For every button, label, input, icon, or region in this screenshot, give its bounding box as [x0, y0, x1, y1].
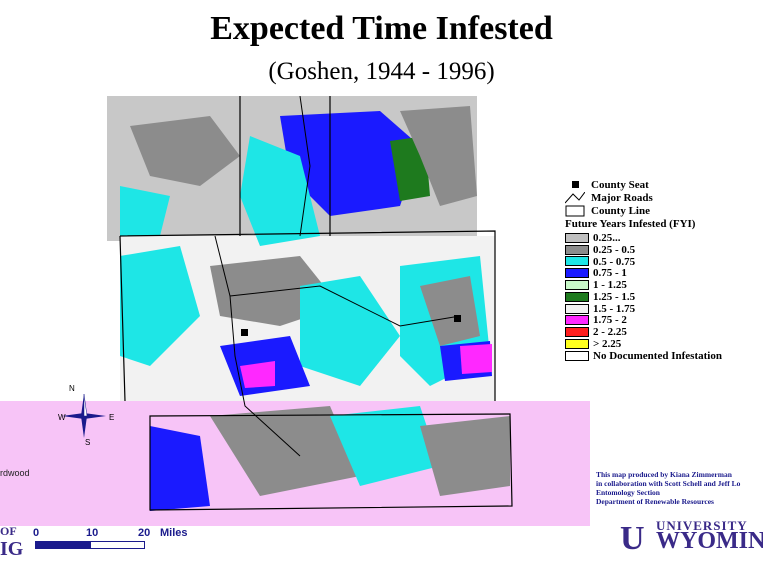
- edge-label: rdwood: [0, 468, 30, 478]
- patch-cyan-mid2: [300, 276, 400, 386]
- legend-class-item: > 2.25: [565, 338, 760, 350]
- county-seat-icon: [565, 179, 585, 191]
- patch-grey-east: [420, 276, 480, 346]
- legend-class-label: 1.5 - 1.75: [593, 302, 636, 315]
- patch-grey-north: [130, 116, 240, 186]
- scale-bar: 0 10 20 Miles: [0, 527, 220, 557]
- scale-tick-10: 10: [86, 527, 99, 539]
- compass-w: W: [58, 413, 66, 422]
- legend-swatch: [565, 256, 589, 267]
- legend-class-label: 1 - 1.25: [593, 279, 627, 292]
- patch-cyan-south: [330, 406, 440, 486]
- patch-magenta-mid: [240, 361, 275, 388]
- scale-tick-20: 20: [138, 527, 151, 539]
- legend-class-item: 1.5 - 1.75: [565, 303, 760, 315]
- map-subtitle: (Goshen, 1944 - 1996): [268, 58, 495, 85]
- map-title: Expected Time Infested: [210, 10, 553, 47]
- legend-swatch: [565, 280, 589, 291]
- legend-heading: Future Years Infested (FYI): [565, 218, 696, 230]
- logo-u: U: [620, 520, 645, 557]
- legend-swatch: [565, 232, 589, 243]
- legend-class-label: 0.25...: [593, 231, 621, 244]
- legend-class-item: 0.25 - 0.5: [565, 244, 760, 256]
- legend-swatch: [565, 327, 589, 338]
- legend-class-item: 2 - 2.25: [565, 326, 760, 338]
- legend-class-label: 0.5 - 0.75: [593, 255, 636, 268]
- legend-swatch: [565, 291, 589, 302]
- major-road: [214, 96, 461, 457]
- university-logo: U UNIVERSITY WYOMIN: [620, 518, 763, 557]
- legend-county-line: County Line: [565, 204, 760, 217]
- county-line: [119, 96, 513, 511]
- compass-s: S: [85, 438, 91, 447]
- legend-class-item: No Documented Infestation: [565, 350, 760, 362]
- legend-class-item: 1.75 - 2: [565, 314, 760, 327]
- patch-grey-south2: [420, 416, 510, 496]
- patch-grey-north2: [400, 106, 477, 206]
- edge-cut-text-2: IG: [0, 538, 24, 560]
- legend-class-label: No Documented Infestation: [593, 349, 722, 362]
- legend-class-item: 0.5 - 0.75: [565, 256, 760, 268]
- legend-swatch: [565, 303, 589, 314]
- map-credit: This map produced by Kiana Zimmerman in …: [596, 470, 741, 506]
- legend-swatch: [565, 339, 589, 350]
- scale-bar-graphic: [35, 541, 145, 549]
- infestation-map: [0, 96, 590, 526]
- legend-swatch: [565, 315, 589, 326]
- legend-class-label: 1.75 - 2: [593, 314, 627, 327]
- patch-cyan-north: [240, 136, 320, 246]
- legend-county-seat: County Seat: [565, 178, 760, 191]
- legend-class-label: 1.25 - 1.5: [593, 290, 636, 303]
- map-legend: County Seat Major Roads County Line Futu…: [564, 178, 760, 362]
- legend-swatch: [565, 268, 589, 279]
- patch-cyan-north2: [120, 186, 170, 236]
- road-icon: [564, 191, 586, 204]
- legend-class-label: 2 - 2.25: [593, 326, 627, 339]
- compass-n: N: [69, 384, 75, 393]
- legend-class-item: 1.25 - 1.5: [565, 291, 760, 303]
- logo-wyoming: WYOMIN: [656, 528, 763, 554]
- scale-tick-0: 0: [33, 527, 40, 539]
- legend-swatch: [565, 350, 589, 361]
- legend-swatch: [565, 244, 589, 255]
- legend-class-item: 1 - 1.25: [565, 279, 760, 291]
- edge-cut-text-1: OF: [0, 524, 17, 538]
- county-line-icon: [565, 205, 585, 217]
- north-arrow: N W E S: [56, 384, 115, 448]
- legend-class-item: 0.75 - 1: [565, 267, 760, 279]
- scale-unit: Miles: [160, 527, 188, 539]
- patch-grey-south: [210, 406, 360, 496]
- compass-rose-icon: [62, 393, 106, 438]
- patch-cyan-mid1: [120, 246, 200, 366]
- county-seat-marker: [454, 315, 461, 322]
- legend-class-label: 0.25 - 0.5: [593, 243, 636, 256]
- patch-blue-south: [150, 426, 210, 511]
- patch-magenta-east: [460, 344, 492, 374]
- logo-university: UNIVERSITY: [656, 518, 748, 533]
- county-seat-marker: [241, 329, 248, 336]
- legend-class-label: > 2.25: [593, 338, 622, 351]
- legend-major-roads: Major Roads: [564, 191, 760, 204]
- compass-e: E: [109, 413, 115, 422]
- legend-class-item: 0.25...: [565, 232, 760, 244]
- legend-class-label: 0.75 - 1: [593, 267, 627, 280]
- patch-blue-north: [280, 111, 420, 216]
